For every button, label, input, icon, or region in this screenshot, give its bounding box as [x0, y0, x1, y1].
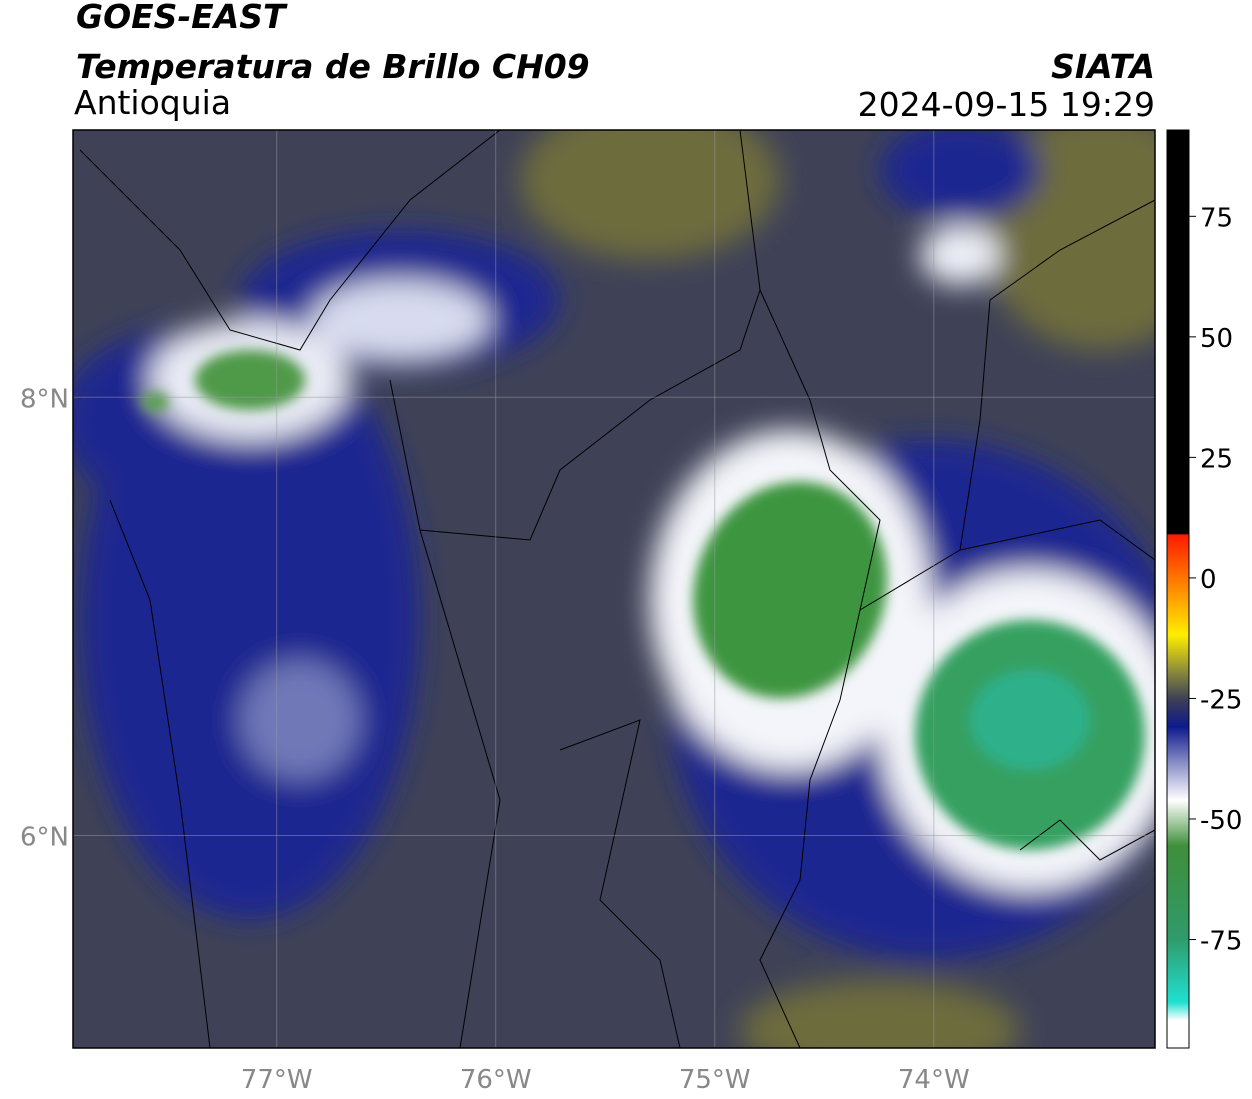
colorbar-tick-label: -25 — [1200, 685, 1242, 715]
colorbar-tick-label: 0 — [1200, 565, 1217, 595]
datetime: 2024-09-15 19:29 — [858, 85, 1155, 124]
grid — [73, 130, 1155, 1048]
colorbar-tick-label: 25 — [1200, 444, 1233, 474]
colorbar — [1166, 129, 1190, 1049]
source: SIATA — [1051, 47, 1155, 86]
colorbar-tick-label: -75 — [1200, 927, 1242, 957]
x-tick-label: 76°W — [460, 1065, 532, 1095]
colorbar-tick-label: 75 — [1200, 203, 1233, 233]
satellite-image — [73, 130, 1155, 1048]
region: Antioquia — [74, 83, 231, 122]
subtitle: Temperatura de Brillo CH09 — [76, 47, 590, 86]
colorbar-tick-label: -50 — [1200, 806, 1242, 836]
title: GOES-EAST — [76, 0, 288, 36]
map-frame — [72, 129, 1156, 1049]
y-tick-label: 6°N — [20, 822, 69, 852]
x-tick-label: 74°W — [898, 1065, 970, 1095]
x-tick-label: 75°W — [679, 1065, 751, 1095]
y-tick-label: 8°N — [20, 384, 69, 414]
colorbar-tick-label: 50 — [1200, 324, 1233, 354]
x-tick-label: 77°W — [241, 1065, 313, 1095]
